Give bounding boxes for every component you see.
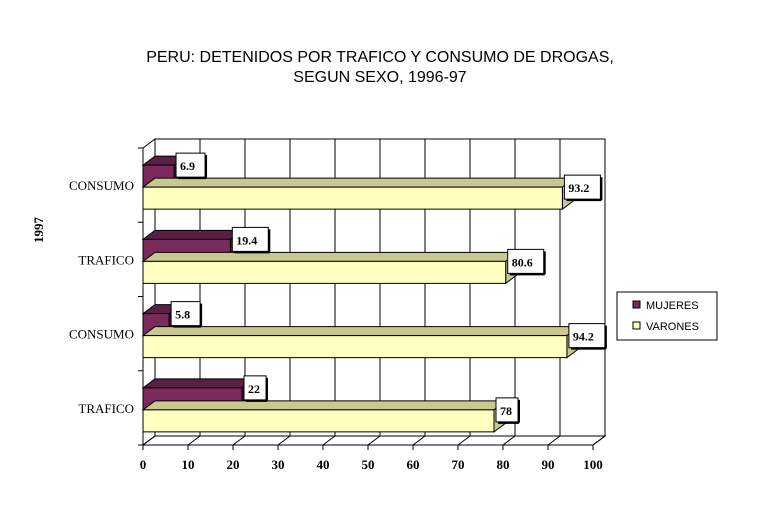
legend-swatch xyxy=(632,300,641,309)
axes: TRAFICO CONSUMO TRAFICO CONSUMO 0 10 20 30 40 50 6… xyxy=(69,147,603,472)
bar-top xyxy=(141,229,244,240)
legend-box xyxy=(616,291,718,341)
bar-top xyxy=(141,400,508,411)
x-tick-label: 100 xyxy=(583,457,603,472)
data-label-box xyxy=(568,323,606,349)
x-tick-label: 30 xyxy=(272,457,285,472)
floor-line xyxy=(457,435,471,446)
year-label: 1997 xyxy=(31,217,46,244)
data-labels: 22 78 5.8 94.2 19.4 80.6 6.9 93.2 xyxy=(170,152,607,424)
legend-label: MUJERES xyxy=(646,300,699,312)
bar xyxy=(142,186,563,210)
legend-swatch xyxy=(632,321,641,330)
legend: MUJERES VARONES xyxy=(616,291,718,341)
category-label: CONSUMO xyxy=(69,327,134,342)
legend-label: VARONES xyxy=(646,321,699,333)
floor-line xyxy=(322,435,336,446)
data-label-box xyxy=(507,248,545,274)
x-tick-label: 60 xyxy=(407,457,420,472)
bars xyxy=(141,155,581,433)
data-label: 5.8 xyxy=(175,308,190,322)
bar xyxy=(142,409,495,433)
x-tick-label: 20 xyxy=(227,457,240,472)
x-tick-label: 90 xyxy=(542,457,555,472)
bar xyxy=(142,335,568,359)
floor-line xyxy=(232,435,246,446)
bar-top xyxy=(141,177,576,188)
floor-line xyxy=(412,435,426,446)
floor-line xyxy=(367,435,381,446)
floor-line xyxy=(547,435,561,446)
floor-line xyxy=(592,435,606,446)
data-label: 93.2 xyxy=(568,181,589,195)
data-label: 6.9 xyxy=(180,159,195,173)
data-label: 22 xyxy=(248,382,260,396)
data-label: 78 xyxy=(500,404,512,418)
category-label: CONSUMO xyxy=(69,178,134,193)
bar-top xyxy=(141,251,520,262)
floor-line xyxy=(187,435,201,446)
category-label: TRAFICO xyxy=(78,252,134,267)
x-tick-label: 40 xyxy=(317,457,330,472)
data-label: 19.4 xyxy=(236,233,257,247)
bar-top xyxy=(141,326,581,337)
bar-top xyxy=(141,378,256,389)
bar xyxy=(142,260,507,284)
category-label: TRAFICO xyxy=(78,401,134,416)
x-tick-label: 0 xyxy=(140,457,147,472)
data-label: 94.2 xyxy=(573,330,594,344)
chart-subtitle: SEGUN SEXO, 1996-97 xyxy=(293,69,467,86)
x-tick-label: 50 xyxy=(362,457,375,472)
x-tick-label: 80 xyxy=(497,457,510,472)
floor-line xyxy=(277,435,291,446)
x-tick-label: 10 xyxy=(182,457,195,472)
data-label: 80.6 xyxy=(512,255,533,269)
x-tick-label: 70 xyxy=(452,457,465,472)
floor-line xyxy=(142,435,156,446)
floor-line xyxy=(502,435,516,446)
chart-title: PERU: DETENIDOS POR TRAFICO Y CONSUMO DE… xyxy=(146,49,614,66)
